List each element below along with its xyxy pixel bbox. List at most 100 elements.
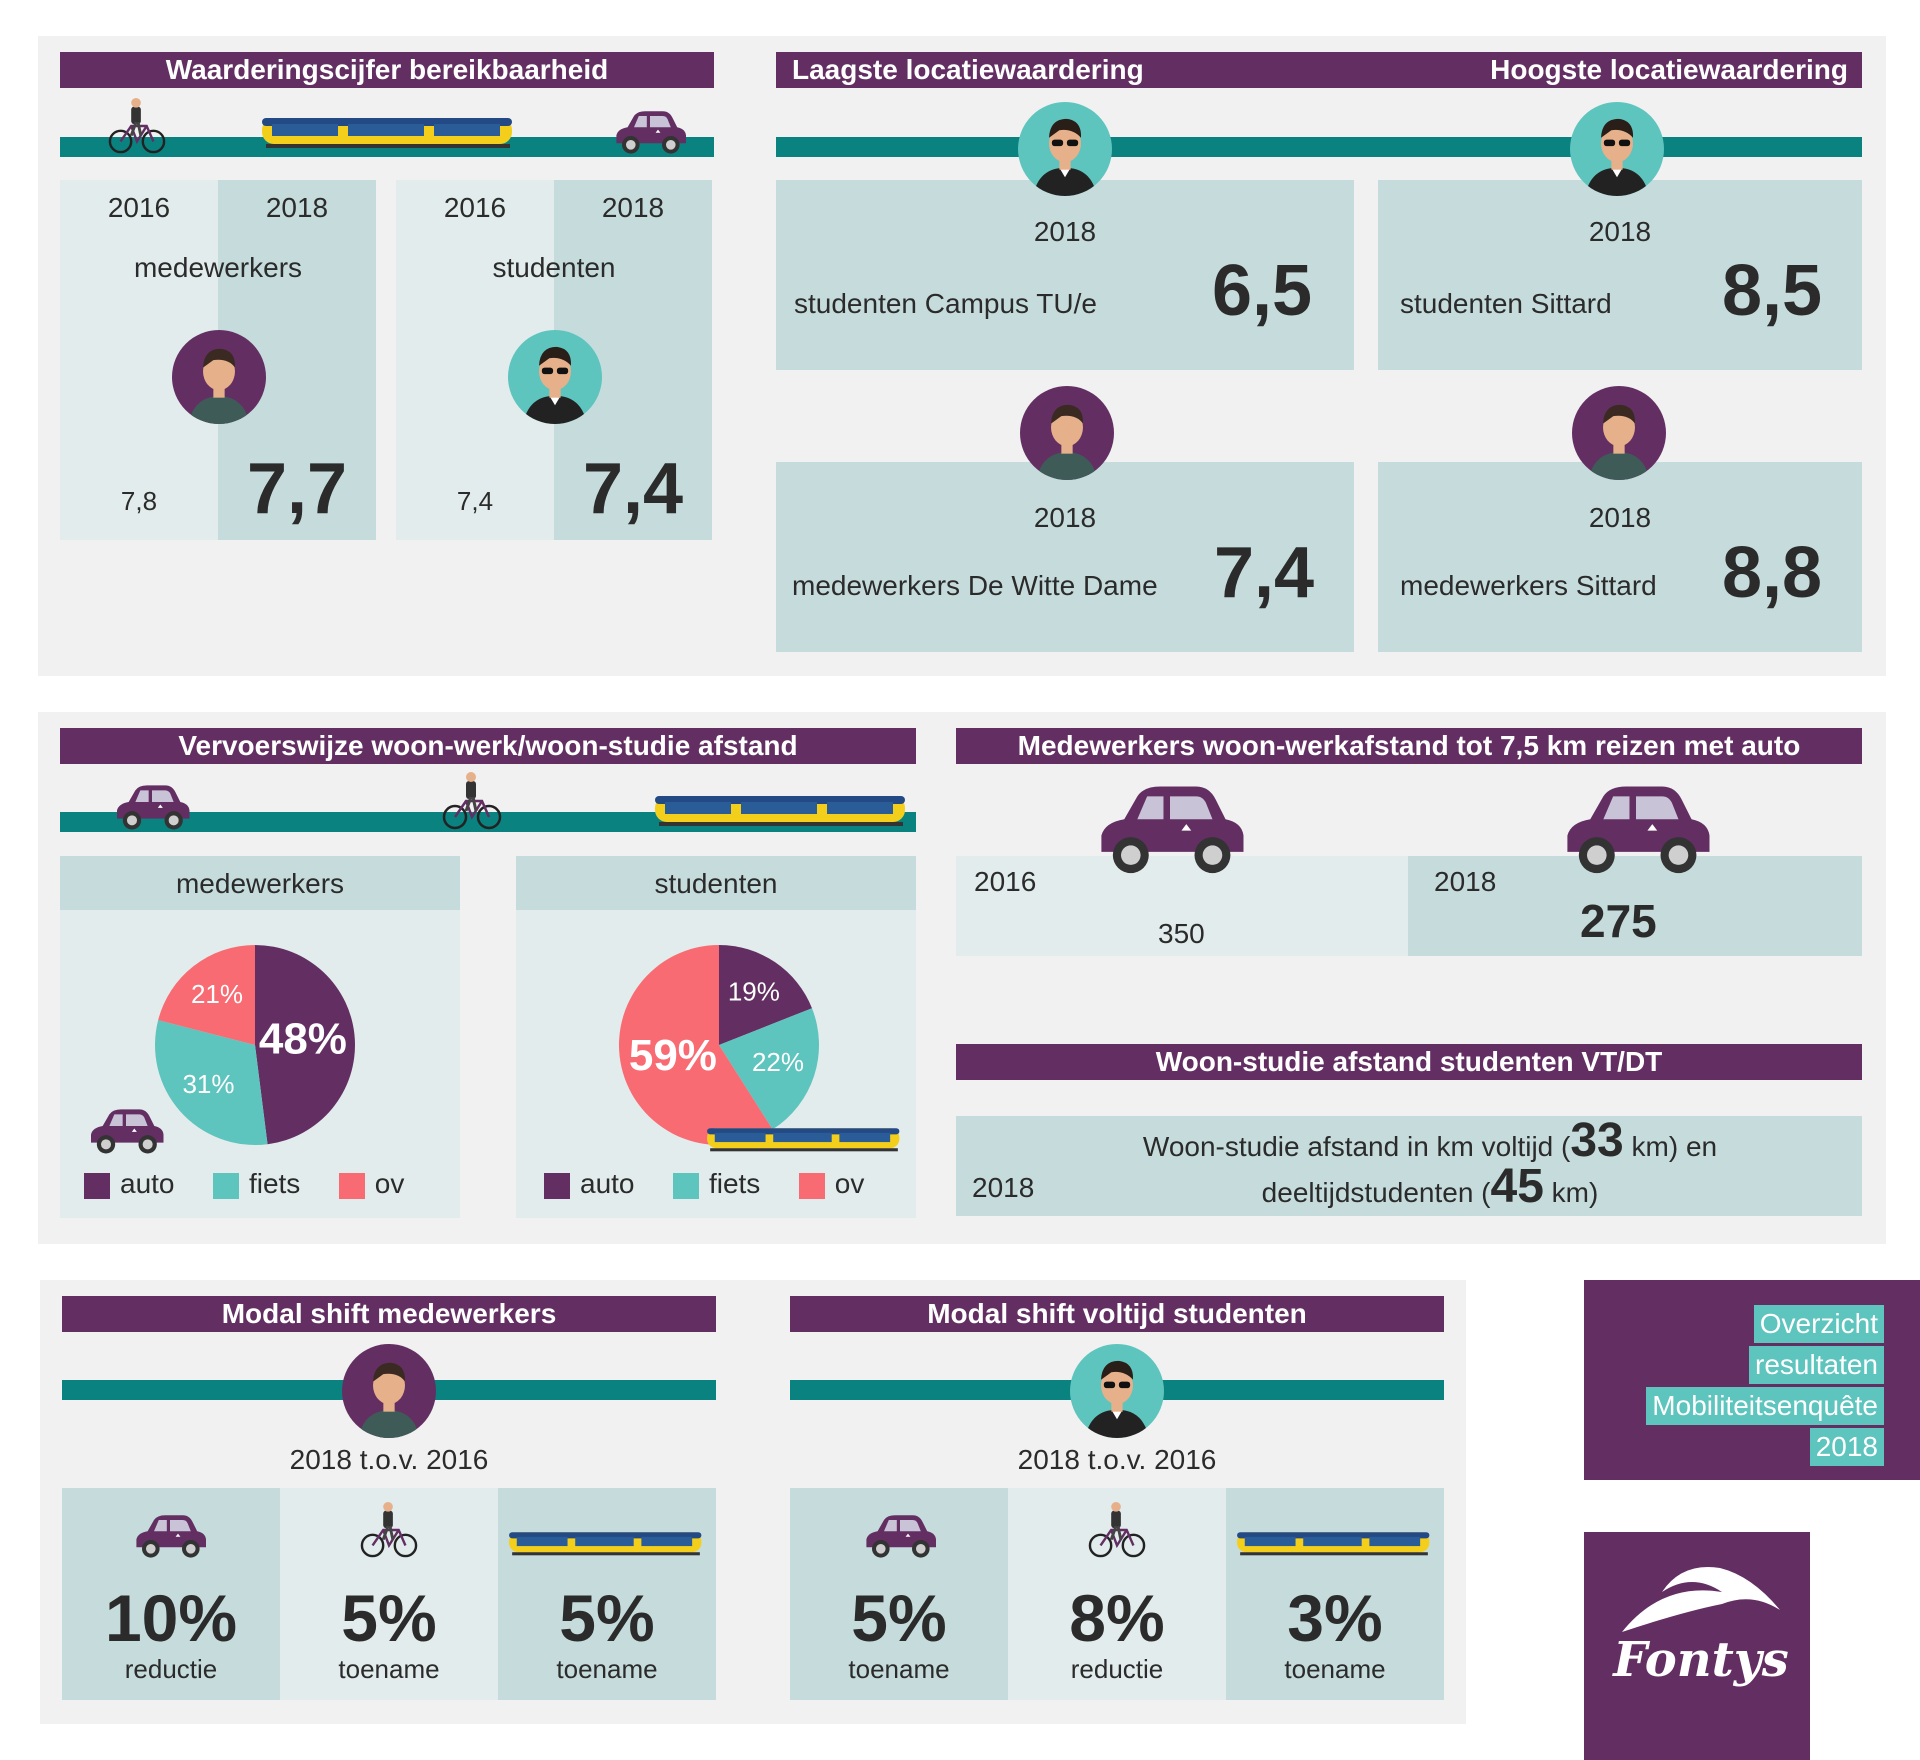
card-3-label: medewerkers De Witte Dame	[792, 570, 1158, 601]
cyclist-icon	[442, 770, 502, 832]
legend-auto: auto	[84, 1168, 175, 1200]
train-icon	[648, 790, 914, 830]
card-2-label: studenten Sittard	[1400, 288, 1612, 319]
section5-title: Woon-studie afstand studenten VT/DT	[956, 1044, 1862, 1080]
study-distance-year: 2018	[972, 1172, 1035, 1203]
shift-stu-value-2: 8%	[1069, 1581, 1165, 1655]
section6-title: Modal shift medewerkers	[62, 1296, 716, 1332]
cyclist-icon	[1088, 1500, 1146, 1560]
fontys-logo: Fontys	[1584, 1532, 1810, 1760]
pie-label-ov: 59%	[629, 1031, 717, 1080]
students-label: studenten	[492, 252, 616, 283]
section6-subtitle: 2018 t.o.v. 2016	[289, 1444, 489, 1475]
card-4-value: 8,8	[1722, 533, 1823, 613]
section3-title: Vervoerswijze woon-werk/woon-studie afst…	[60, 728, 916, 764]
pie-slice-fiets	[719, 1008, 819, 1130]
section2-track	[776, 137, 1862, 157]
employees-pie-title: medewerkers	[175, 868, 345, 899]
shift-stu-value-1: 5%	[851, 1581, 947, 1655]
train-icon	[704, 1122, 904, 1156]
location-card-2	[1378, 180, 1862, 370]
employee-avatar-icon	[1020, 386, 1114, 480]
pie-label-fiets: 22%	[752, 1047, 804, 1077]
student-avatar-icon	[508, 330, 602, 424]
distance-year-2018: 2018	[1434, 866, 1497, 897]
legend-ov: ov	[338, 1168, 404, 1200]
employees-label: medewerkers	[133, 252, 303, 283]
employee-avatar-icon	[342, 1344, 436, 1438]
legend-fiets: fiets	[672, 1168, 760, 1200]
car-icon	[1554, 780, 1718, 878]
train-icon	[1234, 1526, 1434, 1560]
students-year-2018: 2018	[601, 192, 665, 223]
student-avatar-icon	[1570, 102, 1664, 196]
train-icon	[258, 112, 518, 152]
shift-stu-label-3: toename	[1284, 1654, 1386, 1684]
location-card-3	[776, 462, 1354, 652]
shift-stu-value-3: 3%	[1287, 1581, 1383, 1655]
section7-subtitle: 2018 t.o.v. 2016	[1017, 1444, 1217, 1475]
section4-title: Medewerkers woon-werkafstand tot 7,5 km …	[956, 728, 1862, 764]
study-distance-line2: deeltijdstudenten (45 km)	[1261, 1160, 1599, 1213]
section2-header	[776, 52, 1862, 88]
distance-value-2018: 275	[1580, 895, 1657, 947]
card-1-value: 6,5	[1212, 251, 1313, 331]
car-icon	[610, 108, 690, 156]
car-icon	[110, 782, 194, 832]
employees-value-2018: 7,7	[246, 449, 348, 529]
legend-auto: auto	[544, 1168, 635, 1200]
employees-value-2016: 7,8	[120, 486, 158, 516]
distance-value-2016: 350	[1158, 918, 1205, 949]
car-icon	[860, 1512, 940, 1560]
employees-pie-header-box	[60, 856, 460, 910]
shift-emp-label-3: toename	[556, 1654, 658, 1684]
students-pie-title: studenten	[654, 868, 778, 899]
low-location-title: Laagste locatiewaardering	[792, 54, 1144, 85]
employees-pie-legend: auto fiets ov	[84, 1168, 438, 1200]
distance-year-2016: 2016	[974, 866, 1037, 897]
location-card-4	[1378, 462, 1862, 652]
employees-year-2016: 2016	[107, 192, 171, 223]
card-2-year: 2018	[1588, 216, 1652, 247]
shift-stu-train-box	[1226, 1488, 1444, 1700]
legend-ov: ov	[798, 1168, 864, 1200]
students-value-2018: 7,4	[582, 449, 684, 529]
employees-year-2018: 2018	[265, 192, 329, 223]
students-pie-legend: auto fiets ov	[544, 1168, 898, 1200]
employees-pie-chart: 48% 31% 21%	[154, 945, 356, 1145]
card-1-year: 2018	[1033, 216, 1097, 247]
card-4-year: 2018	[1588, 502, 1652, 533]
cyclist-icon	[360, 1500, 418, 1560]
shift-emp-train-box	[498, 1488, 716, 1700]
student-avatar-icon	[1018, 102, 1112, 196]
employee-avatar-icon	[1572, 386, 1666, 480]
section7-title: Modal shift voltijd studenten	[790, 1296, 1444, 1332]
cyclist-icon	[108, 96, 166, 156]
logo-text: Fontys	[1613, 1632, 1789, 1688]
pie-label-auto: 19%	[728, 977, 780, 1007]
overview-text: Overzicht resultaten Mobiliteitsenquête …	[1590, 1302, 1884, 1466]
legend-fiets: fiets	[212, 1168, 300, 1200]
car-icon	[1088, 780, 1252, 878]
pie-label-ov: 21%	[191, 979, 243, 1009]
students-year-2016: 2016	[443, 192, 507, 223]
pie-slice-auto	[719, 945, 812, 1045]
shift-emp-value-3: 5%	[559, 1581, 655, 1655]
distance-2018-box	[1408, 856, 1862, 956]
logo-swoosh-icon	[1622, 1567, 1780, 1632]
shift-emp-label-2: toename	[338, 1654, 440, 1684]
study-distance-box	[956, 1116, 1862, 1216]
card-4-label: medewerkers Sittard	[1400, 570, 1657, 601]
car-icon	[130, 1512, 210, 1560]
card-3-year: 2018	[1033, 502, 1097, 533]
pie-slice-ov	[158, 945, 255, 1045]
section1-title: Waarderingscijfer bereikbaarheid	[60, 52, 714, 88]
shift-stu-label-2: reductie	[1070, 1654, 1164, 1684]
pie-slice-auto	[255, 945, 356, 1145]
location-card-1	[776, 180, 1354, 370]
shift-stu-label-1: toename	[848, 1654, 950, 1684]
high-location-title: Hoogste locatiewaardering	[1490, 54, 1848, 85]
card-3-value: 7,4	[1214, 533, 1315, 613]
students-pie-chart: 19% 22% 59%	[618, 945, 819, 1145]
card-1-label: studenten Campus TU/e	[794, 288, 1097, 319]
